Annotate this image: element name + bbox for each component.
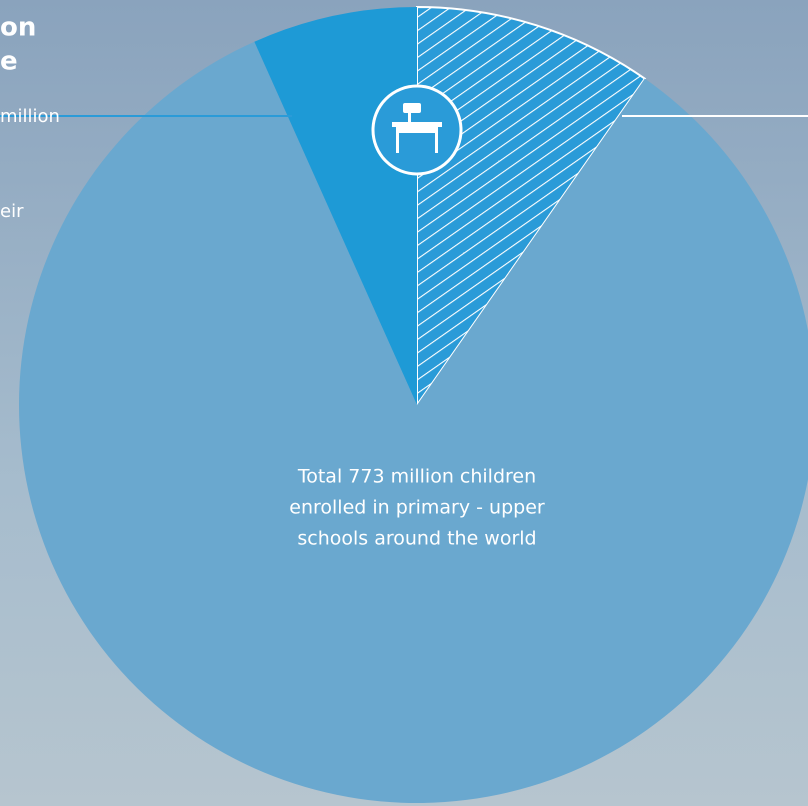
center-line: schools around the world [297, 528, 536, 550]
label-fragment: million [0, 106, 60, 127]
pie [19, 5, 808, 803]
center-text: Total 773 million children enrolled in pr… [289, 466, 545, 550]
center-line: Total 773 million children [297, 466, 536, 488]
heading-fragment: on [0, 13, 36, 43]
desk-icon [371, 84, 463, 176]
pie-slice [19, 41, 808, 803]
heading-fragment: e [0, 47, 18, 77]
center-line: enrolled in primary - upper [289, 497, 545, 519]
pie-slice [254, 7, 417, 405]
label-fragment: eir [0, 201, 24, 222]
pie-slice [416, 5, 647, 409]
